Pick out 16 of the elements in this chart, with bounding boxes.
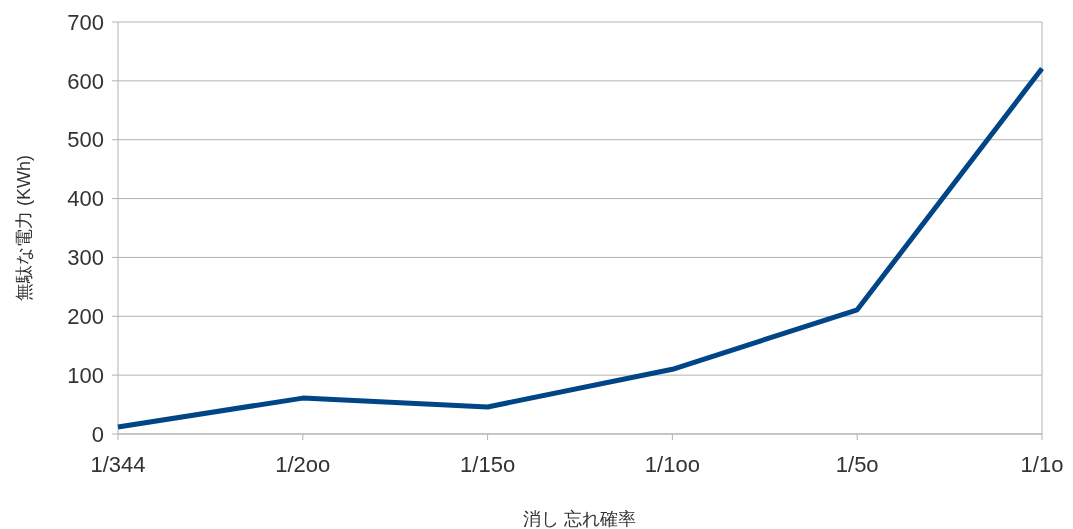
- y-tick-label: 0: [91, 421, 104, 447]
- y-tick-label: 100: [67, 362, 104, 388]
- x-axis-title: 消し 忘れ確率: [523, 509, 637, 529]
- x-tick-label: 1/2oo: [275, 452, 331, 477]
- x-tick-label: 1/344: [90, 452, 146, 477]
- y-tick-label: 400: [67, 186, 104, 212]
- y-tick-label: 200: [67, 303, 104, 329]
- y-tick-label: 700: [67, 9, 104, 35]
- x-tick-label: 1/15o: [460, 452, 516, 477]
- x-tick-label: 1/5o: [835, 452, 879, 477]
- x-tick-label: 1/1oo: [644, 452, 700, 477]
- y-tick-label: 600: [67, 68, 104, 94]
- y-tick-label: 500: [67, 127, 104, 153]
- x-tick-label: 1/1o: [1020, 452, 1064, 477]
- y-axis-title: 無駄な電力 (KWh): [14, 155, 34, 301]
- y-tick-label: 300: [67, 245, 104, 271]
